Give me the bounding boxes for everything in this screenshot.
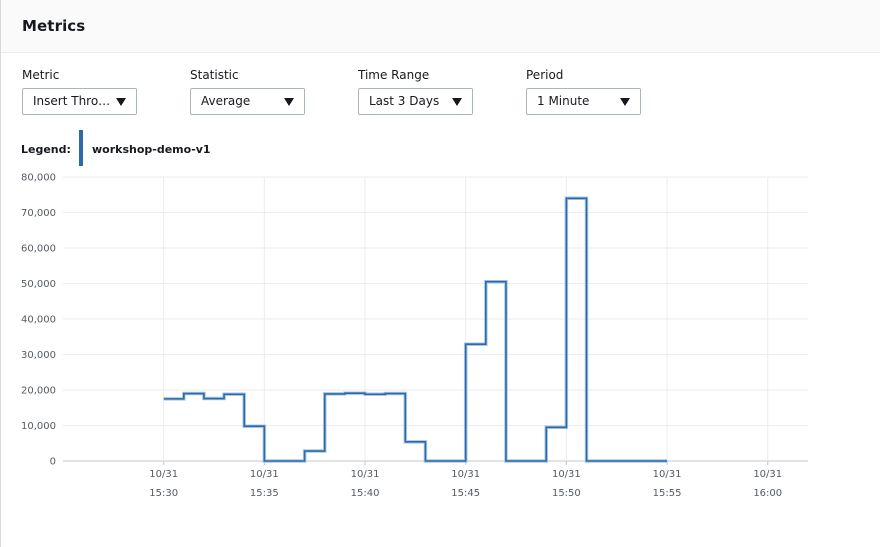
y-tick-label: 50,000 [21,279,56,290]
time-range-label: Time Range [358,68,430,82]
period-field: Period 1 Minute [526,67,641,115]
legend-color-swatch [79,130,83,166]
chevron-down-icon [284,98,294,106]
metric-field: Metric Insert Thro… [22,67,137,115]
statistic-select[interactable]: Average [190,88,305,115]
y-tick-label: 20,000 [21,386,56,397]
x-tick-label-time: 15:30 [149,488,178,499]
x-tick-label-time: 15:45 [451,488,480,499]
y-tick-label: 70,000 [21,208,56,219]
x-tick-label-time: 15:55 [653,488,682,499]
chevron-down-icon [452,98,462,106]
chevron-down-icon [620,98,630,106]
metric-label: Metric [22,68,60,82]
x-tick-label-date: 10/31 [351,469,380,480]
x-tick-label-date: 10/31 [451,469,480,480]
period-label: Period [526,68,564,82]
legend-title: Legend: [21,143,71,156]
panel-title: Metrics [22,17,86,35]
statistic-select-value: Average [201,94,251,108]
y-tick-label: 40,000 [21,315,56,326]
metric-select[interactable]: Insert Thro… [22,88,137,115]
statistic-label: Statistic [190,68,239,82]
y-tick-label: 30,000 [21,350,56,361]
x-tick-label-date: 10/31 [653,469,682,480]
x-tick-label-time: 15:50 [552,488,581,499]
y-tick-label: 10,000 [21,421,56,432]
y-tick-label: 0 [50,457,56,468]
y-tick-label: 60,000 [21,244,56,255]
series-line-halo [163,196,668,463]
series-line [163,197,668,462]
x-tick-label-date: 10/31 [149,469,178,480]
time-range-select[interactable]: Last 3 Days [358,88,473,115]
panel-header: Metrics [1,0,880,53]
x-tick-label-date: 10/31 [753,469,782,480]
y-tick-label: 80,000 [21,173,56,184]
x-tick-label-time: 15:40 [351,488,380,499]
time-range-field: Time Range Last 3 Days [358,67,473,115]
time-range-select-value: Last 3 Days [369,94,440,108]
x-tick-label-date: 10/31 [552,469,581,480]
legend-series-name[interactable]: workshop-demo-v1 [92,143,211,156]
period-select-value: 1 Minute [537,94,590,108]
statistic-field: Statistic Average [190,67,305,115]
metric-select-value: Insert Thro… [33,94,111,108]
x-tick-label-date: 10/31 [250,469,279,480]
x-tick-label-time: 16:00 [753,488,782,499]
panel-left-border [0,0,1,547]
period-select[interactable]: 1 Minute [526,88,641,115]
chevron-down-icon [116,98,126,106]
x-tick-label-time: 15:35 [250,488,279,499]
